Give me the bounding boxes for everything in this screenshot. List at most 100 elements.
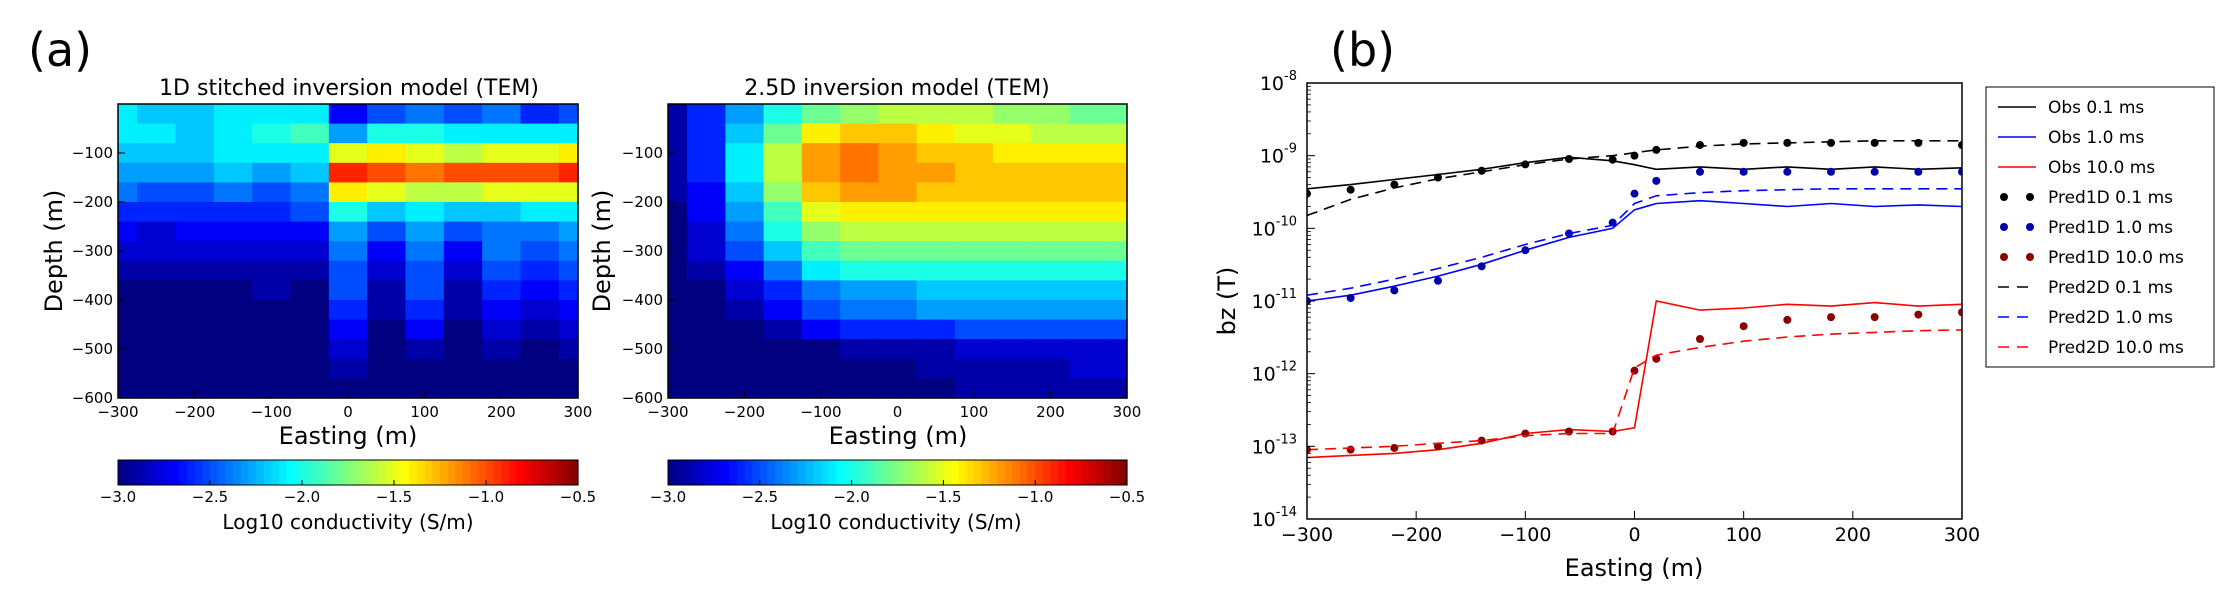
heatmap-cell (443, 319, 483, 340)
heatmap-cell (482, 260, 522, 281)
series (1307, 199, 1962, 302)
heatmap-cell (801, 358, 841, 379)
heatmap-cell (840, 319, 879, 340)
heatmap-cell (137, 260, 177, 281)
colorbar-segment (332, 460, 341, 485)
heatmap-cell (916, 123, 956, 144)
heatmap-cell (668, 378, 688, 399)
colorbar-segment (179, 460, 188, 485)
colorbar-segment (570, 460, 579, 485)
heatmap-cell (954, 162, 994, 183)
plot-frame-b (1306, 82, 1963, 520)
heatmap-cell (993, 241, 1032, 262)
heatmap-cell (137, 162, 177, 183)
legend-marker (2026, 223, 2034, 231)
heatmap-cell (1107, 280, 1128, 301)
heatmap-cell (878, 358, 918, 379)
y-tick-label: −400 (72, 291, 113, 309)
heatmap-cell (405, 378, 445, 399)
title-1d: 1D stitched inversion model (TEM) (159, 76, 539, 101)
colorbar-segment (516, 460, 525, 485)
heatmap-cell (443, 300, 483, 321)
heatmap-cell (954, 358, 994, 379)
data-point (1870, 167, 1879, 176)
x-tick-label: 200 (487, 403, 516, 421)
colorbar-segment (309, 460, 318, 485)
colorbar-segment (729, 460, 738, 485)
heatmap-cell (687, 241, 726, 262)
heatmap-cell (916, 260, 956, 281)
data-point (1477, 436, 1486, 445)
heatmap-cell (725, 202, 765, 223)
heatmap-cell (1107, 358, 1128, 379)
heatmap-cell (916, 162, 956, 183)
colorbar-segment (524, 460, 533, 485)
heatmap-cell (213, 123, 253, 144)
colorbar-segment (1096, 460, 1105, 485)
colorbar-tick-label: −1.0 (468, 488, 504, 506)
heatmap-cell (840, 182, 879, 203)
heatmap-cell (520, 319, 560, 340)
heatmap-cell (137, 182, 177, 203)
heatmap-cell (954, 300, 994, 321)
heatmap-cell (840, 378, 879, 399)
colorbar-frame (667, 459, 1128, 486)
heatmap-cell (520, 104, 560, 125)
heatmap-cell (1069, 182, 1109, 203)
colorbar-segment (378, 460, 387, 485)
heatmap-cell (328, 358, 368, 379)
heatmap-cell (954, 202, 994, 223)
heatmap-cell (687, 123, 726, 144)
heatmap-cell (878, 221, 918, 242)
heatmap-cell (878, 260, 918, 281)
series (1307, 156, 1962, 190)
heatmap-cell (175, 358, 215, 379)
data-point (1477, 166, 1486, 175)
legend-item: Obs 10.0 ms (1998, 158, 2155, 178)
heatmap-cell (801, 241, 841, 262)
heatmap-cell (916, 221, 956, 242)
colorbar-segment (1042, 460, 1052, 485)
y-tick-label: −500 (72, 340, 113, 358)
legend-frame (1985, 86, 2215, 368)
colorbar-segment (920, 460, 929, 485)
colorbar-segment (294, 460, 303, 485)
heatmap-cell (916, 280, 956, 301)
heatmap-cell (252, 241, 292, 262)
heatmap-cell (213, 162, 253, 183)
heatmap-cell (118, 202, 138, 223)
heatmap-cell (520, 260, 560, 281)
colorbar-segment (798, 460, 807, 485)
heatmap-cell (763, 358, 803, 379)
heatmap-cell (367, 280, 407, 301)
colorbar-segment (843, 460, 853, 485)
heatmap-cell (252, 300, 292, 321)
heatmap-cell (1069, 221, 1109, 242)
heatmap-cell (668, 123, 688, 144)
heatmap-cell (252, 162, 292, 183)
heatmap-cell (954, 182, 994, 203)
heatmap-cell (175, 143, 215, 164)
heatmap-cell (443, 143, 483, 164)
colorbar-segment (706, 460, 715, 485)
data-point (1630, 189, 1639, 198)
legend-label: Pred1D 0.1 ms (2048, 188, 2173, 208)
colorbar-segment (698, 460, 707, 485)
colorbar-segment (133, 460, 142, 485)
heatmap-cell (558, 241, 579, 262)
heatmap-cell (1069, 143, 1109, 164)
heatmap-cell (801, 378, 841, 399)
colorbar-segment (217, 460, 226, 485)
colorbar-segment (355, 460, 364, 485)
heatmap-cell (252, 202, 292, 223)
colorbar-segment (767, 460, 776, 485)
heatmap-cell (878, 202, 918, 223)
heatmap-cell (290, 143, 330, 164)
heatmap-cell (443, 221, 483, 242)
y-ticks-b: 10-8 10-9 10-10 10-11 10-12 10-13 10-14 (1252, 69, 1315, 531)
colorbar-segment (455, 460, 464, 485)
heatmap-cell (954, 221, 994, 242)
heatmap-cell (840, 221, 879, 242)
heatmap-cell (213, 221, 253, 242)
